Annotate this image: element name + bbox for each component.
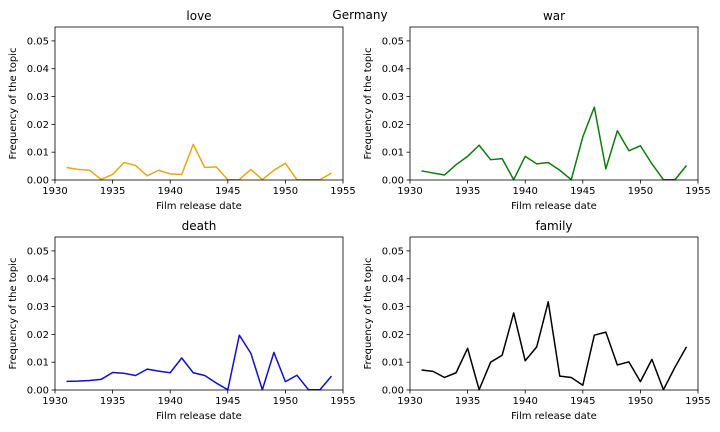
x-tick-label: 1930	[42, 396, 67, 407]
panel-death: death 1930 1935 1940 1945 1950 1955 0.00 0.01 0.0…	[8, 219, 356, 422]
x-tick-label: 1955	[685, 396, 710, 407]
series-line-love	[66, 143, 332, 181]
x-tick-label: 1940	[157, 396, 182, 407]
y-tick-label: 0.04	[382, 274, 404, 285]
y-tick-label: 0.03	[27, 302, 49, 313]
axes-frame	[54, 26, 344, 181]
series-line-family	[421, 301, 688, 391]
y-tick-label: 0.03	[27, 92, 49, 103]
x-tick-label: 1940	[512, 186, 537, 197]
y-tick-label: 0.01	[382, 358, 404, 369]
y-tick-label: 0.00	[382, 386, 404, 397]
x-axis-label: Film release date	[156, 201, 242, 212]
x-tick-label: 1930	[397, 186, 422, 197]
x-tick-label: 1930	[42, 186, 67, 197]
x-tick-label: 1945	[570, 186, 595, 197]
x-tick-label: 1940	[512, 396, 537, 407]
panel-title: death	[182, 219, 217, 233]
y-tick-label: 0.03	[382, 302, 404, 313]
axes-frame	[54, 236, 344, 391]
panel-love: love 1930 1935 1940 1945 1950 1955 0.00 0.01 0.02…	[8, 9, 356, 212]
y-tick-label: 0.01	[27, 148, 49, 159]
y-axis-label: Frequency of the topic	[8, 258, 19, 370]
y-axis-label: Frequency of the topic	[363, 48, 374, 160]
series-line-war	[421, 106, 688, 181]
x-tick-label: 1950	[273, 396, 298, 407]
x-axis-label: Film release date	[156, 411, 242, 422]
x-axis-label: Film release date	[511, 201, 597, 212]
y-tick-label: 0.02	[382, 330, 404, 341]
y-tick-label: 0.04	[27, 274, 49, 285]
y-tick-label: 0.04	[382, 64, 404, 75]
y-tick-label: 0.05	[27, 246, 49, 257]
x-tick-label: 1935	[455, 396, 480, 407]
y-tick-label: 0.01	[27, 358, 49, 369]
x-tick-label: 1950	[628, 186, 653, 197]
y-tick-label: 0.02	[382, 120, 404, 131]
series-line-death	[66, 334, 333, 391]
panel-title: love	[186, 9, 211, 23]
x-tick-label: 1945	[570, 396, 595, 407]
x-tick-label: 1945	[215, 396, 240, 407]
y-tick-label: 0.00	[382, 176, 404, 187]
x-tick-label: 1950	[628, 396, 653, 407]
x-tick-label: 1935	[100, 186, 125, 197]
axes-frame	[409, 236, 699, 391]
panel-family: family 1930 1935 1940 1945 1950 1955 0.00 0.01 0.…	[363, 219, 711, 422]
x-tick-label: 1940	[157, 186, 182, 197]
y-tick-label: 0.00	[27, 386, 49, 397]
figure-title: Germany	[332, 8, 387, 22]
y-tick-label: 0.03	[382, 92, 404, 103]
panel-title: family	[535, 219, 572, 233]
y-tick-label: 0.02	[27, 120, 49, 131]
x-tick-label: 1955	[330, 396, 355, 407]
y-tick-label: 0.05	[382, 36, 404, 47]
y-tick-label: 0.02	[27, 330, 49, 341]
panels-group: love 1930 1935 1940 1945 1950 1955 0.00 0.01 0.02…	[8, 9, 711, 422]
x-tick-label: 1935	[455, 186, 480, 197]
y-tick-label: 0.05	[382, 246, 404, 257]
x-tick-label: 1955	[330, 186, 355, 197]
y-tick-label: 0.05	[27, 36, 49, 47]
x-tick-label: 1950	[273, 186, 298, 197]
y-tick-label: 0.00	[27, 176, 49, 187]
x-tick-label: 1935	[100, 396, 125, 407]
panel-title: war	[543, 9, 565, 23]
x-axis-label: Film release date	[511, 411, 597, 422]
y-axis-label: Frequency of the topic	[8, 48, 19, 160]
x-tick-label: 1945	[215, 186, 240, 197]
x-tick-label: 1955	[685, 186, 710, 197]
y-tick-label: 0.01	[382, 148, 404, 159]
panel-war: war 1930 1935 1940 1945 1950 1955 0.00 0.01 0.02 0…	[363, 9, 711, 212]
x-tick-label: 1930	[397, 396, 422, 407]
y-axis-label: Frequency of the topic	[363, 258, 374, 370]
y-tick-label: 0.04	[27, 64, 49, 75]
axes-frame	[409, 26, 699, 181]
